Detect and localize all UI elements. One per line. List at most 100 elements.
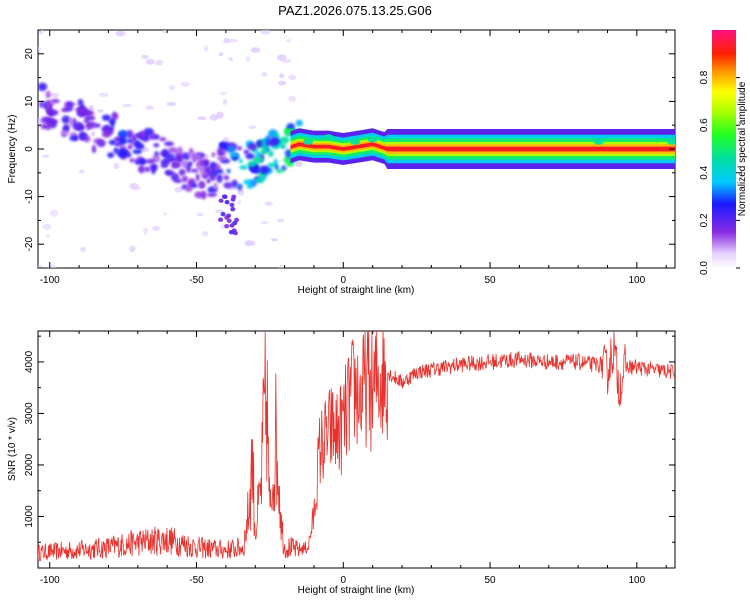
spectrogram-noise-blob: [174, 186, 183, 193]
colorbar: 0.0 0.2 0.4 0.6 0.8 Normalized spectral ampl…: [699, 30, 748, 275]
spectrogram-cluster-blob: [195, 173, 200, 182]
spectrogram-cluster-blob: [83, 118, 90, 124]
spectrogram-cluster-blob: [107, 152, 115, 159]
spectrogram-cluster-blob: [91, 144, 97, 154]
spectrogram-xtick-label: 0: [341, 275, 347, 286]
spectrogram-cluster-blob: [153, 143, 160, 148]
spectrogram-tail-blob: [224, 200, 230, 205]
spectrogram-ytick-label: -20: [24, 237, 35, 252]
spectrogram-noise-blob: [260, 30, 271, 35]
spectrogram-noise-blob: [219, 91, 228, 96]
spectrogram-noise-blob: [279, 73, 285, 79]
spectrogram-cluster-blob: [269, 137, 280, 146]
spectrogram-tail-blob: [220, 212, 226, 217]
colorbar-tick-label: 0.4: [699, 165, 710, 179]
spectrogram-noise-blob: [196, 212, 204, 217]
spectrogram-cluster-blob: [263, 144, 269, 152]
spectrogram-cluster-blob: [176, 154, 183, 162]
spectrogram-cluster-blob: [247, 161, 256, 167]
spectrogram-noise-blob: [270, 238, 278, 242]
spectrogram-cluster-blob: [177, 146, 183, 155]
spectrogram-noise-blob: [281, 58, 292, 64]
spectrogram-tail-blob: [230, 207, 236, 212]
spectrogram-ridge-bump: [350, 138, 360, 145]
spectrogram-cluster-blob: [223, 182, 233, 189]
snr-xlabel: Height of straight line (km): [298, 585, 415, 596]
spectrogram-cluster-blob: [227, 145, 236, 154]
spectrogram-ytick-label: -10: [24, 189, 35, 204]
spectrogram-cluster-blob: [38, 82, 47, 92]
colorbar-ticks: 0.0 0.2 0.4 0.6 0.8: [699, 70, 740, 275]
spectrogram-cluster-blob: [116, 148, 126, 158]
spectrogram-noise-blob: [122, 103, 132, 108]
spectrogram-cluster-blob: [209, 161, 217, 170]
spectrogram-cluster-blob: [247, 142, 257, 151]
spectrogram-cluster-blob: [40, 123, 50, 130]
spectrogram-cluster-blob: [164, 141, 175, 147]
spectrogram-cluster-blob: [190, 168, 199, 173]
snr-panel: -100 -50 0 50 100 1000 2000 3000 4000 Height of …: [7, 330, 676, 596]
spectrogram-cluster-blob: [61, 115, 71, 124]
spectrogram-noise-blob: [99, 92, 109, 98]
spectrogram-cluster-blob: [138, 130, 146, 139]
spectrogram-cluster-blob: [144, 166, 151, 173]
spectrogram-cluster-blob: [97, 139, 106, 148]
spectrogram-tail-blob: [226, 218, 232, 223]
snr-xtick-label: 0: [341, 575, 347, 586]
snr-line: [38, 331, 675, 562]
spectrogram-cluster-blob: [126, 129, 134, 139]
spectrogram-cluster-blob: [132, 149, 143, 155]
spectrogram-cluster-blob: [77, 98, 84, 106]
spectrogram-noise-blob: [80, 246, 86, 253]
spectrogram-ridge-band: [290, 142, 675, 152]
spectrogram-noise-blob: [162, 212, 168, 216]
spectrogram-cluster-blob: [72, 121, 84, 131]
spectrogram-noise-blob: [51, 92, 60, 98]
spectrogram-tail-blob: [228, 230, 234, 235]
spectrogram-cluster-blob: [151, 165, 156, 175]
spectrogram-cluster-blob: [118, 136, 127, 145]
spectrogram-cluster-blob: [49, 110, 54, 117]
spectrogram-noise-blob: [245, 240, 256, 246]
spectrogram-noise-blob: [264, 201, 273, 207]
spectrogram-noise-blob: [197, 116, 207, 121]
spectrogram-noise-blob: [141, 54, 149, 60]
spectrogram-cluster-blob: [129, 158, 135, 163]
spectrogram-noise-blob: [228, 57, 233, 62]
spectrogram-noise-blob: [237, 200, 242, 205]
spectrogram-cluster-blob: [159, 137, 167, 142]
spectrogram-cluster-blob: [127, 144, 133, 150]
spectrogram-cluster-blob: [187, 161, 193, 168]
colorbar-tick-label: 0.8: [699, 70, 710, 84]
spectrogram-cluster-blob: [229, 153, 240, 158]
spectrogram-cluster-blob: [209, 175, 216, 181]
spectrogram-noise-blob: [142, 147, 149, 153]
spectrogram-noise-blob: [295, 160, 303, 168]
spectrogram-cluster-blob: [217, 155, 227, 161]
spectrogram-cluster-blob: [196, 153, 201, 162]
spectrogram-noise-blob: [145, 105, 154, 110]
spectrogram-cluster-blob: [267, 162, 277, 168]
spectrogram-noise-blob: [276, 218, 285, 223]
spectrogram-cluster-blob: [226, 168, 231, 174]
spectrogram-noise-blob: [129, 183, 135, 189]
spectrogram-tail-blob: [231, 194, 237, 199]
spectrogram-cluster-blob: [178, 168, 186, 176]
spectrogram-cluster-blob: [101, 130, 112, 138]
spectrogram-cluster-blob: [206, 192, 218, 197]
spectrogram-cluster-blob: [161, 148, 169, 158]
spectrogram-cluster-blob: [137, 158, 148, 165]
spectrogram-tail-blob: [232, 220, 238, 226]
spectrogram-noise-blob: [91, 130, 96, 137]
spectrogram-xtick-label: -50: [189, 275, 204, 286]
spectrogram-cluster-blob: [192, 154, 197, 164]
colorbar-gradient: [712, 30, 736, 268]
spectrogram-noise-blob: [276, 54, 287, 61]
spectrogram-cluster-blob: [118, 130, 128, 138]
spectrogram-cluster-blob: [286, 123, 295, 130]
spectrogram-cluster-blob: [206, 178, 211, 184]
spectrogram-noise-blob: [216, 111, 224, 119]
spectrogram-cluster-blob: [281, 165, 287, 172]
